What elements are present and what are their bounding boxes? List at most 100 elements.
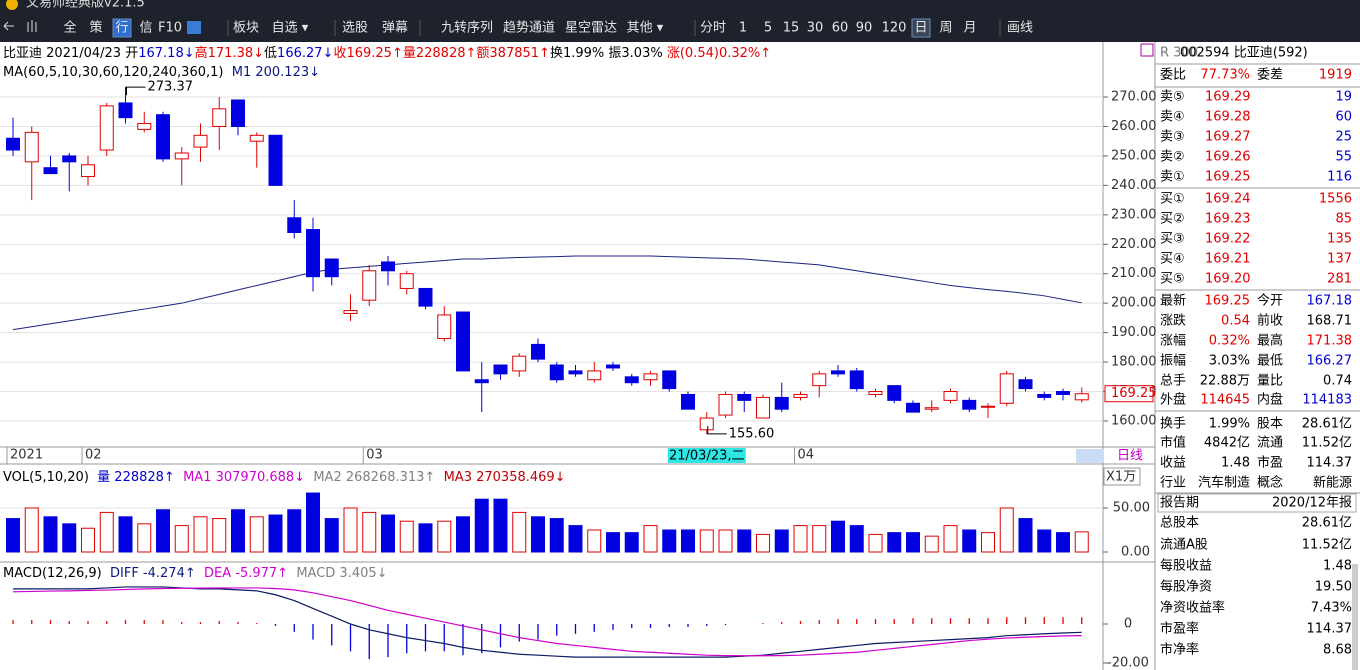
panel-toggle[interactable]: [1140, 43, 1154, 57]
candle-body: [793, 393, 808, 398]
volume-bar: [1056, 532, 1070, 553]
toolbar-item[interactable]: 其他 ▾: [627, 21, 664, 36]
quote-label: 买③: [1160, 232, 1185, 247]
toolbar-item[interactable]: 弹幕: [382, 21, 408, 36]
toolbar-item[interactable]: 1: [739, 21, 747, 36]
volume-bar: [756, 533, 770, 553]
y-tick-label: 180.00: [1111, 355, 1157, 370]
candle-body: [1056, 391, 1070, 395]
toolbar-item[interactable]: 15: [783, 21, 800, 36]
toolbar-item[interactable]: 全: [63, 20, 76, 36]
legend-part: 3.03%: [621, 46, 662, 61]
quote-value: 55: [1335, 150, 1352, 165]
volume-bar: [1037, 529, 1052, 553]
diff-line: [13, 586, 1082, 658]
quote-value: 25: [1335, 130, 1352, 145]
volume-bar: [137, 523, 152, 553]
quote-label: 总股本: [1160, 516, 1199, 531]
y-tick-label: 220.00: [1111, 237, 1157, 252]
volume-bar: [924, 535, 939, 553]
quote-label: 净资收益率: [1160, 600, 1225, 616]
volume-bar: [437, 520, 452, 553]
toolbar-item[interactable]: F10: [158, 21, 182, 36]
hand-icon[interactable]: [27, 20, 37, 32]
toolbar-item[interactable]: 120: [882, 21, 907, 36]
volume-bar: [587, 529, 602, 553]
back-icon[interactable]: [3, 21, 14, 31]
quote-label: 市净率: [1160, 642, 1199, 658]
quote-label: 内盘: [1257, 392, 1283, 408]
quote-value: 137: [1327, 252, 1352, 267]
quote-label: 换手: [1160, 417, 1186, 432]
volume-bar: [306, 492, 320, 553]
candle-body: [62, 155, 77, 163]
legend-part: 高: [195, 45, 208, 61]
candle-body: [606, 364, 620, 369]
toolbar-item[interactable]: 画线: [1007, 21, 1033, 36]
ma-line: [12, 255, 1082, 331]
volume-bar: [362, 511, 377, 553]
quote-value: 116: [1327, 170, 1352, 185]
scrollbar: [1352, 564, 1358, 670]
toolbar-item[interactable]: 板块: [233, 21, 259, 36]
y-tick-label: 250.00: [1111, 148, 1157, 163]
legend-part: 额: [476, 46, 489, 61]
candle-body: [212, 108, 227, 127]
volume-bar: [868, 533, 883, 553]
candle-body: [81, 164, 95, 178]
volume-bar: [62, 523, 77, 553]
y-tick-label: 200.00: [1111, 296, 1157, 311]
toolbar-item[interactable]: 行: [115, 21, 128, 36]
candle-body: [137, 123, 152, 130]
toolbar-item[interactable]: 信: [139, 21, 152, 36]
toolbar-item[interactable]: 九转序列: [441, 21, 493, 36]
quote-value: 4842亿: [1204, 436, 1250, 451]
quote-label: 委比: [1160, 68, 1186, 83]
quote-value: 28.61亿: [1302, 417, 1352, 432]
legend-part: 换: [550, 46, 563, 61]
toolbar-item[interactable]: 趋势通道: [503, 20, 555, 36]
volume-bar: [156, 509, 170, 553]
legend-part: 涨: [663, 46, 680, 61]
quote-label: 最新: [1160, 293, 1186, 309]
legend-part: 比亚迪: [3, 46, 42, 61]
quote-label: 卖②: [1160, 150, 1185, 165]
quote-value: 169.25: [1205, 294, 1251, 309]
quote-label: 每股收益: [1160, 558, 1212, 574]
candle-body: [774, 396, 789, 410]
quote-label: 最高: [1257, 333, 1283, 349]
quote-label: 卖④: [1160, 110, 1185, 125]
toolbar-item[interactable]: 分时: [700, 21, 726, 36]
legend-part: MA3 270358.469↓: [435, 470, 565, 485]
candle-body: [831, 370, 845, 375]
candle-body: [156, 114, 170, 160]
toolbar-item[interactable]: 策: [89, 20, 102, 36]
toolbar-item[interactable]: 5: [764, 21, 772, 36]
toolbar-item[interactable]: 星空雷达: [565, 21, 617, 36]
quote-label: 市盈: [1257, 455, 1283, 471]
y-tick-label: 50.00: [1113, 501, 1150, 516]
volume-bar: [474, 498, 489, 553]
window-icon[interactable]: [187, 21, 201, 34]
app-title: 文易师经典版v2.1.5: [26, 0, 145, 11]
toolbar-item[interactable]: 日: [914, 21, 927, 36]
toolbar-item[interactable]: 周: [939, 21, 952, 36]
toolbar-active: [112, 18, 132, 38]
volume-bar: [606, 532, 620, 553]
toolbar-item[interactable]: 月: [963, 21, 976, 36]
volume-bar: [718, 529, 733, 553]
toolbar-item[interactable]: 60: [832, 21, 849, 36]
period-label[interactable]: 日线: [1117, 449, 1143, 464]
quote-value: 171.38: [1307, 334, 1353, 349]
toolbar-item[interactable]: 选股: [342, 21, 368, 36]
date-label: 02: [85, 448, 102, 463]
toolbar-item[interactable]: 自选 ▾: [272, 21, 309, 36]
volume-bar: [512, 511, 527, 553]
candle-body: [531, 343, 545, 360]
toolbar-item[interactable]: 90: [856, 21, 873, 36]
legend-part: (0.54)0.32%↑: [680, 46, 771, 61]
last-price-label: 169.25: [1111, 386, 1157, 401]
quote-label: 总手: [1160, 374, 1186, 389]
quote-value: 168.71: [1307, 314, 1353, 329]
toolbar-item[interactable]: 30: [807, 21, 824, 36]
